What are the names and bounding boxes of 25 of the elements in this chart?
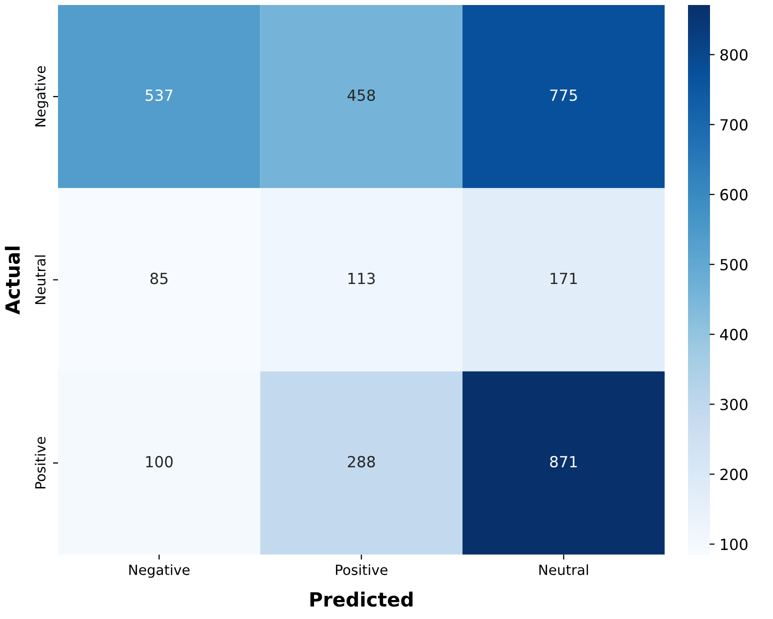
data-label: 288 [348,456,375,468]
data-label: 458 [348,89,375,101]
y-tick-label: Positive [34,436,46,488]
color-bar-label: 800 [720,49,748,61]
color-bar-label: 600 [720,188,748,200]
x-tick-label: Positive [336,564,388,576]
color-bar-label: 300 [720,398,748,410]
color-bar-label: 500 [720,258,748,270]
data-label: 113 [348,272,375,284]
y-tick-label: Negative [34,66,48,126]
color-bar-label: 700 [720,119,748,131]
data-label: 171 [550,272,577,284]
color-bar-label: 200 [720,468,748,480]
data-label: 537 [146,89,172,101]
data-label: 85 [150,272,168,284]
color-bar-label: 400 [720,328,748,340]
x-tick-label: Neutral [539,564,588,576]
data-label: 775 [550,90,577,101]
color-bar-label: 100 [721,538,748,550]
x-axis-title: Predicted [310,592,413,607]
y-tick-label: Neutral [34,255,46,304]
x-tick-label: Negative [129,564,190,578]
y-axis-title: Actual [4,246,20,314]
data-label: 871 [550,456,577,468]
data-label: 100 [146,456,173,468]
